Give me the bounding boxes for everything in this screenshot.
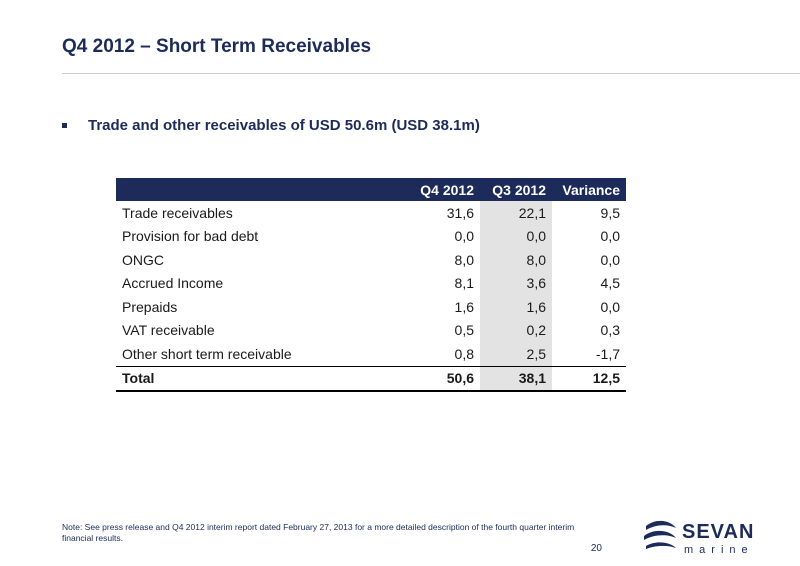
header-q3-2012: Q3 2012 bbox=[480, 178, 552, 201]
table-row: Provision for bad debt 0,0 0,0 0,0 bbox=[116, 224, 626, 248]
header-variance: Variance bbox=[552, 178, 626, 201]
row-label: Prepaids bbox=[122, 298, 178, 315]
row-label: Provision for bad debt bbox=[122, 228, 259, 245]
row-variance-value: -1,7 bbox=[595, 345, 620, 362]
row-q3-value: 22,1 bbox=[480, 201, 552, 225]
row-q4-value: 8,0 bbox=[454, 251, 474, 268]
row-variance-value: 9,5 bbox=[600, 204, 620, 221]
row-variance-value: 0,3 bbox=[600, 322, 620, 339]
row-variance-value: 0,0 bbox=[600, 251, 620, 268]
table-row: ONGC 8,0 8,0 0,0 bbox=[116, 248, 626, 272]
row-q3-value: 8,0 bbox=[480, 248, 552, 272]
table-row: Other short term receivable 0,8 2,5 -1,7 bbox=[116, 342, 626, 366]
total-label: Total bbox=[116, 365, 408, 392]
row-q4-value: 0,5 bbox=[454, 322, 474, 339]
row-variance-value: 0,0 bbox=[600, 228, 620, 245]
row-q3-value: 1,6 bbox=[480, 295, 552, 319]
table-header-row: Q4 2012 Q3 2012 Variance bbox=[116, 178, 626, 201]
row-q4-value: 31,6 bbox=[446, 204, 474, 221]
total-row: Total 50,6 38,1 12,5 bbox=[116, 365, 626, 392]
bullet-text: Trade and other receivables of USD 50.6m… bbox=[88, 117, 480, 134]
row-variance-value: 0,0 bbox=[600, 298, 620, 315]
logo-subword: marine bbox=[684, 544, 754, 556]
table-row: Trade receivables 31,6 22,1 9,5 bbox=[116, 201, 626, 225]
logo-word: SEVAN bbox=[682, 521, 754, 543]
total-q4-value: 50,6 bbox=[408, 365, 480, 392]
row-q3-value: 0,0 bbox=[480, 224, 552, 248]
row-label: VAT receivable bbox=[122, 322, 215, 339]
title-divider bbox=[62, 73, 800, 74]
row-q4-value: 8,1 bbox=[454, 275, 474, 292]
footnote: Note: See press release and Q4 2012 inte… bbox=[62, 522, 575, 543]
logo-mark-icon bbox=[644, 520, 676, 549]
total-variance-value: 12,5 bbox=[552, 365, 626, 392]
table-row: Prepaids 1,6 1,6 0,0 bbox=[116, 295, 626, 319]
row-q4-value: 1,6 bbox=[454, 298, 474, 315]
row-q4-value: 0,8 bbox=[454, 345, 474, 362]
total-q3-value: 38,1 bbox=[480, 365, 552, 392]
sevan-marine-logo: SEVAN marine bbox=[644, 520, 754, 556]
bullet-point: Trade and other receivables of USD 50.6m… bbox=[62, 117, 480, 134]
row-q3-value: 2,5 bbox=[480, 342, 552, 366]
page-number: 20 bbox=[590, 543, 602, 554]
header-q4-2012: Q4 2012 bbox=[408, 178, 480, 201]
table-row: VAT receivable 0,5 0,2 0,3 bbox=[116, 318, 626, 342]
row-label: Trade receivables bbox=[122, 204, 233, 221]
row-q4-value: 0,0 bbox=[454, 228, 474, 245]
table-row: Accrued Income 8,1 3,6 4,5 bbox=[116, 271, 626, 295]
row-label: Accrued Income bbox=[122, 275, 224, 292]
header-label bbox=[116, 178, 408, 201]
row-label: Other short term receivable bbox=[122, 345, 292, 362]
row-q3-value: 3,6 bbox=[480, 271, 552, 295]
bullet-marker-icon bbox=[62, 123, 67, 128]
row-variance-value: 4,5 bbox=[600, 275, 620, 292]
row-q3-value: 0,2 bbox=[480, 318, 552, 342]
slide-title: Q4 2012 – Short Term Receivables bbox=[62, 36, 372, 57]
receivables-table: Q4 2012 Q3 2012 Variance Trade receivabl… bbox=[116, 178, 626, 392]
row-label: ONGC bbox=[122, 251, 164, 268]
